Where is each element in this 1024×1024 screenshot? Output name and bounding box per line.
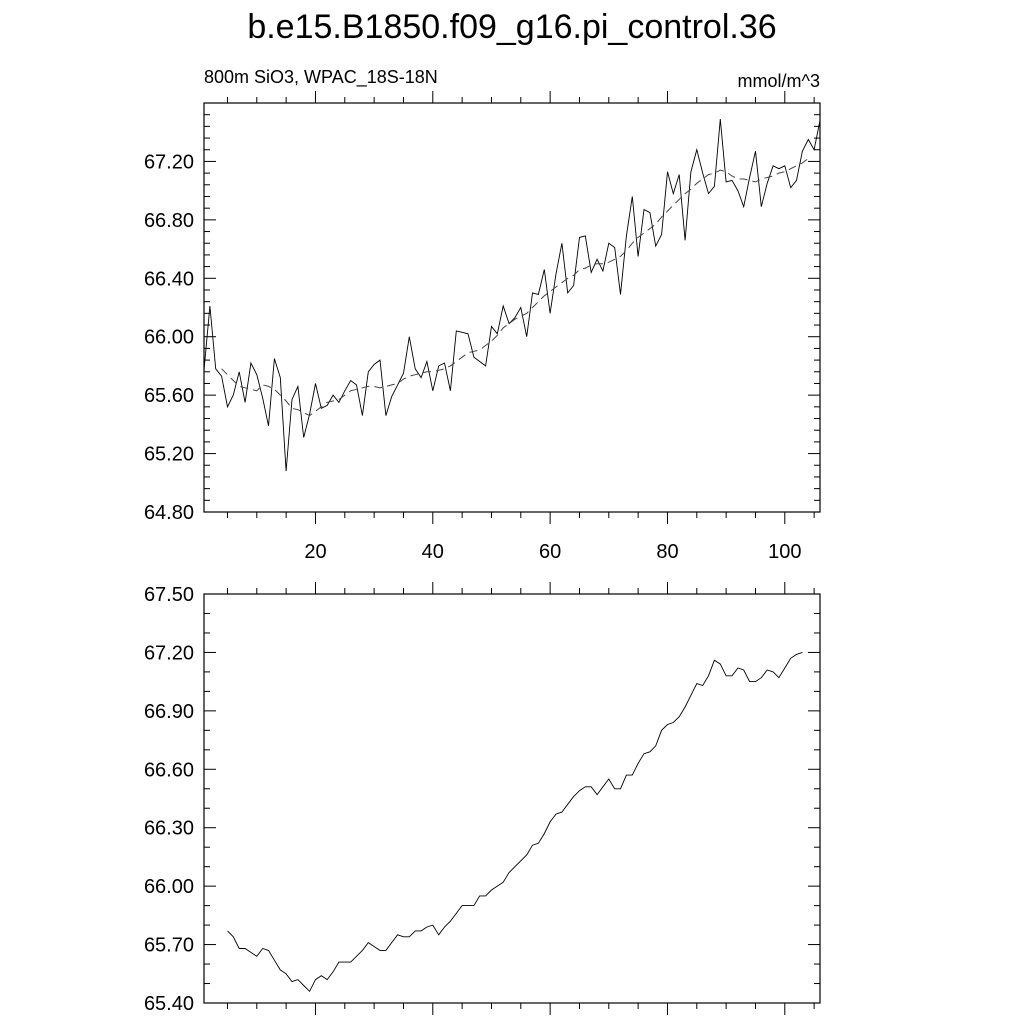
series-line-running-mean [221,158,809,417]
x-tick-label: 80 [656,541,678,563]
left-subtitle: 800m SiO3, WPAC_18S-18N [204,67,438,88]
y-tick-label: 65.20 [144,444,194,466]
x-tick-label: 60 [539,541,561,563]
y-tick-label: 65.40 [144,993,194,1015]
y-tick-label: 64.80 [144,502,194,524]
y-tick-label: 67.20 [144,642,194,664]
y-tick-label: 65.70 [144,935,194,957]
y-tick-label: 66.60 [144,759,194,781]
bottom-panel: 65.40 65.70 66.00 66.30 66.60 66.90 67.20 67.50 [144,582,821,1015]
y-tick-label: 65.60 [144,385,194,407]
plot-frame [203,593,821,1004]
y-tick-label: 66.90 [144,701,194,723]
x-tick-label: 20 [304,541,326,563]
y-tick-label: 66.00 [144,327,194,349]
x-tick-label: 40 [422,541,444,563]
x-tick-label: 100 [768,541,801,563]
right-subtitle: mmol/m^3 [738,71,820,91]
series-line [227,651,803,993]
y-tick-label: 66.80 [144,210,194,232]
y-tick-label: 66.40 [144,268,194,290]
chart-title: b.e15.B1850.f09_g16.pi_control.36 [247,8,776,46]
y-tick-label: 67.20 [144,151,194,173]
y-tick-label: 67.50 [144,584,194,606]
series-line [203,119,821,472]
top-panel: 64.80 65.20 65.60 66.00 66.40 66.80 67.20 20 40 6… [144,91,821,563]
plot-frame [203,102,821,513]
y-tick-label: 66.00 [144,876,194,898]
y-tick-label: 66.30 [144,818,194,840]
